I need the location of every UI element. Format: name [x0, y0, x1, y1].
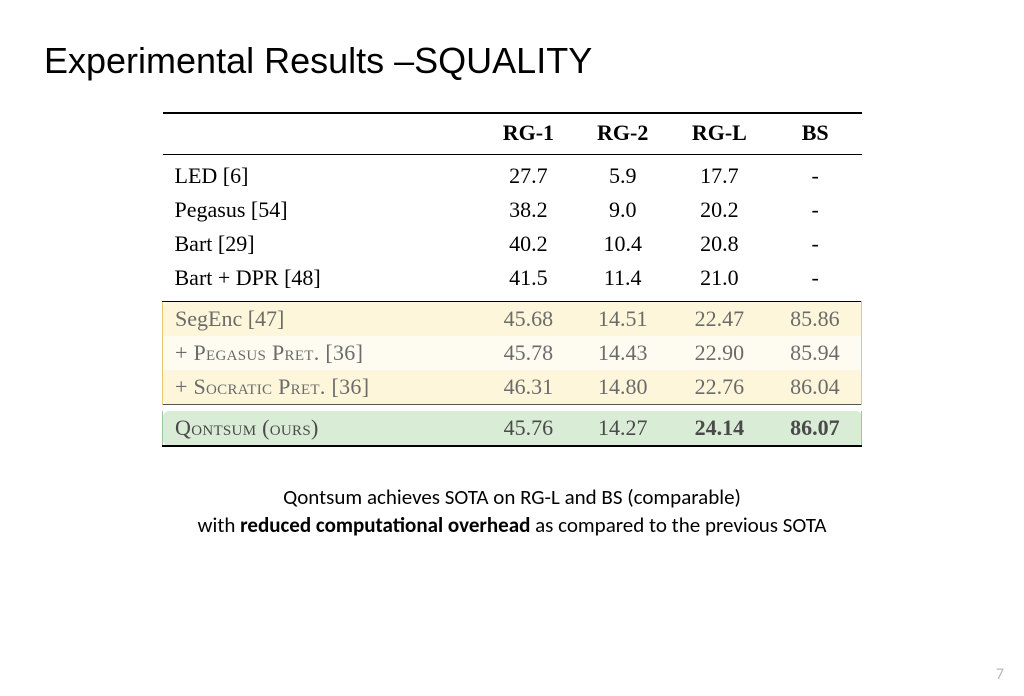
page-number: 7: [996, 665, 1004, 684]
table-row: + Pegasus Pret. [36] 45.78 14.43 22.90 8…: [163, 336, 862, 370]
col-rg1: RG-1: [481, 113, 575, 155]
table-row: + Socratic Pret. [36] 46.31 14.80 22.76 …: [163, 370, 862, 405]
table-row: Bart [29] 40.2 10.4 20.8 -: [163, 227, 862, 261]
results-table: RG-1 RG-2 RG-L BS LED [6] 27.7 5.9 17.7 …: [162, 112, 862, 447]
results-table-container: RG-1 RG-2 RG-L BS LED [6] 27.7 5.9 17.7 …: [162, 112, 862, 447]
table-header: RG-1 RG-2 RG-L BS: [163, 113, 862, 155]
col-rg2: RG-2: [576, 113, 670, 155]
caption-line-1: Qontsum achieves SOTA on RG-L and BS (co…: [40, 483, 984, 511]
caption: Qontsum achieves SOTA on RG-L and BS (co…: [40, 483, 984, 540]
col-rgl: RG-L: [670, 113, 769, 155]
caption-line-2: with reduced computational overhead as c…: [40, 511, 984, 539]
col-method: [163, 113, 482, 155]
slide-title: Experimental Results –SQUALITY: [44, 40, 984, 82]
table-row: SegEnc [47] 45.68 14.51 22.47 85.86: [163, 302, 862, 337]
table-row: Bart + DPR [48] 41.5 11.4 21.0 -: [163, 261, 862, 295]
table-row: Qontsum (ours) 45.76 14.27 24.14 86.07: [163, 411, 862, 446]
table-row: Pegasus [54] 38.2 9.0 20.2 -: [163, 193, 862, 227]
table-row: LED [6] 27.7 5.9 17.7 -: [163, 155, 862, 194]
table-body: LED [6] 27.7 5.9 17.7 - Pegasus [54] 38.…: [163, 155, 862, 447]
slide: Experimental Results –SQUALITY RG-1 RG-2…: [0, 0, 1024, 696]
col-bs: BS: [769, 113, 862, 155]
